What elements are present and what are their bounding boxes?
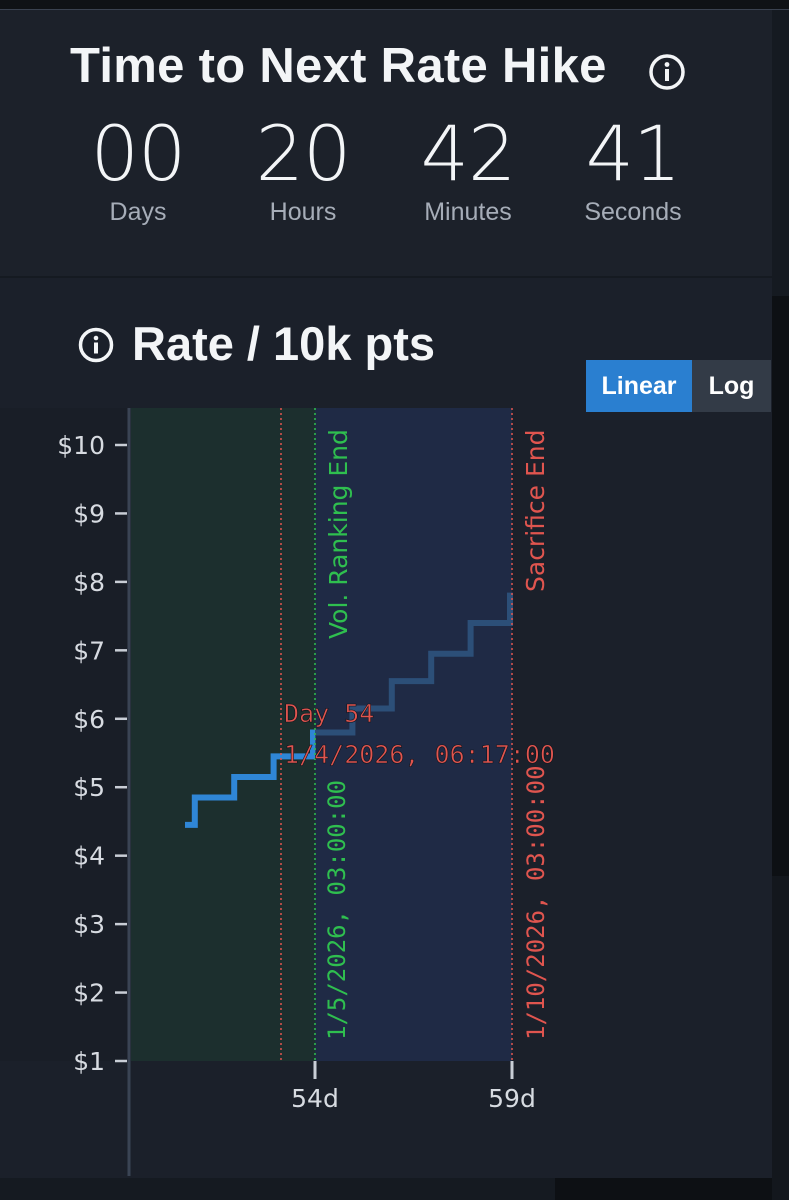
y-tick-label: $3 [73,910,105,939]
seconds-label: Seconds [584,198,682,226]
seconds-value: 41 [585,109,682,198]
sacrifice-end-date: 1/10/2026, 03:00:00 [522,765,550,1040]
hours-value: 20 [255,109,352,198]
minutes-label: Minutes [424,198,512,226]
linear-scale-button[interactable]: Linear [586,360,692,412]
y-tick-label: $5 [73,773,105,802]
top-border [0,0,789,10]
current-datetime-label: 1/4/2026, 06:17:00 [284,740,555,769]
y-tick-label: $4 [73,842,105,871]
y-tick-label: $1 [73,1047,105,1076]
countdown-hours: 20 Hours [233,112,373,227]
countdown-info-icon[interactable] [647,52,687,92]
sacrifice-end-label: Sacrifice End [521,430,550,593]
vol-ranking-end-date: 1/5/2026, 03:00:00 [323,780,351,1040]
y-tick-label: $7 [73,636,105,665]
scrollbar-track[interactable] [772,296,789,876]
chart-band-0 [131,408,315,1061]
log-scale-button[interactable]: Log [692,360,771,412]
rate-title: Rate / 10k pts [132,317,436,370]
countdown-seconds: 41 Seconds [563,112,703,227]
countdown-days: 00 Days [68,112,208,227]
right-edge-panel [772,876,789,1200]
days-label: Days [109,198,167,226]
y-tick-label: $8 [73,568,105,597]
y-tick-label: $9 [73,499,105,528]
current-day-label: Day 54 [284,699,374,728]
days-value: 00 [90,109,187,198]
y-tick-label: $2 [73,979,105,1008]
countdown-title: Time to Next Rate Hike [70,39,607,93]
y-tick-label: $10 [57,431,105,460]
bottom-scroll-area [555,1178,772,1200]
rate-info-icon[interactable] [77,326,115,364]
minutes-value: 42 [420,109,517,198]
countdown-card [0,10,772,276]
pre-range-background [0,408,129,1061]
rate-line-current [185,729,315,828]
vol-ranking-end-label: Vol. Ranking End [324,429,353,639]
x-tick-label: 59d [488,1084,536,1113]
y-tick-label: $6 [73,705,105,734]
x-tick-label: 54d [291,1084,339,1113]
countdown-minutes: 42 Minutes [398,112,538,227]
rate-line-future [315,592,513,760]
hours-label: Hours [269,198,337,226]
